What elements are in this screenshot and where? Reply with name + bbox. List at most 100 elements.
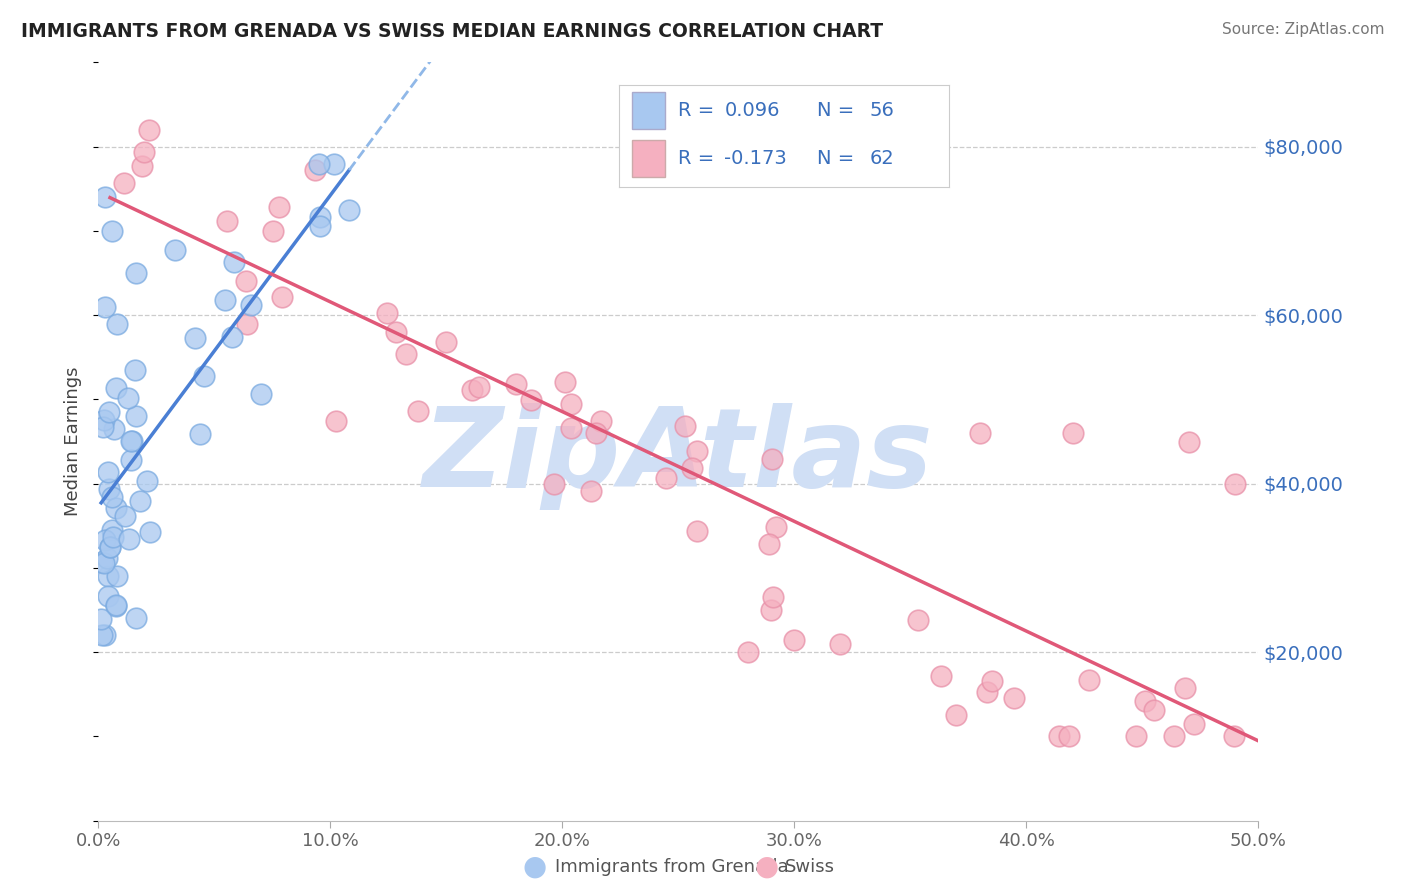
- Point: [96, 551, 118, 566]
- Point: [686, 443, 709, 458]
- Text: -0.173: -0.173: [724, 149, 787, 168]
- Text: Source: ZipAtlas.com: Source: ZipAtlas.com: [1222, 22, 1385, 37]
- Point: [101, 530, 124, 544]
- Point: [505, 376, 527, 391]
- Point: [121, 434, 143, 448]
- Point: [408, 404, 430, 418]
- Point: [589, 414, 612, 428]
- Point: [1223, 730, 1246, 744]
- Point: [554, 375, 576, 389]
- Point: [94, 300, 117, 314]
- Point: [761, 451, 783, 466]
- Point: [308, 156, 330, 170]
- Point: [560, 397, 582, 411]
- Point: [325, 414, 347, 428]
- Text: R =: R =: [678, 101, 714, 120]
- Point: [262, 224, 284, 238]
- Point: [468, 380, 491, 394]
- Bar: [631, 140, 665, 177]
- Point: [685, 524, 707, 538]
- Point: [270, 290, 292, 304]
- Text: IMMIGRANTS FROM GRENADA VS SWISS MEDIAN EARNINGS CORRELATION CHART: IMMIGRANTS FROM GRENADA VS SWISS MEDIAN …: [21, 22, 883, 41]
- Point: [725, 139, 748, 153]
- Point: [97, 569, 120, 583]
- Point: [114, 508, 136, 523]
- Point: [184, 331, 207, 345]
- Point: [1133, 694, 1156, 708]
- Point: [104, 599, 127, 614]
- Point: [93, 413, 115, 427]
- Point: [97, 465, 120, 479]
- Text: R =: R =: [678, 149, 714, 168]
- Point: [94, 628, 117, 642]
- Point: [120, 452, 142, 467]
- Point: [1182, 716, 1205, 731]
- Point: [104, 501, 127, 516]
- Text: ●: ●: [522, 853, 547, 881]
- Text: 0.096: 0.096: [724, 101, 780, 120]
- Point: [434, 335, 457, 350]
- Point: [98, 405, 121, 419]
- Point: [337, 203, 360, 218]
- Point: [1002, 690, 1025, 705]
- Point: [112, 177, 135, 191]
- Point: [765, 520, 787, 534]
- Point: [461, 383, 484, 397]
- Point: [980, 674, 1002, 689]
- Point: [124, 266, 146, 280]
- Point: [128, 494, 150, 508]
- Text: ZipAtlas: ZipAtlas: [423, 403, 934, 510]
- Point: [104, 380, 127, 394]
- Text: N =: N =: [817, 149, 853, 168]
- Text: 62: 62: [870, 149, 894, 168]
- Point: [103, 422, 125, 436]
- Point: [165, 243, 187, 257]
- Point: [90, 612, 112, 626]
- Point: [945, 707, 967, 722]
- Point: [193, 368, 215, 383]
- Point: [783, 632, 806, 647]
- Point: [214, 293, 236, 308]
- Point: [221, 330, 243, 344]
- Text: N =: N =: [817, 101, 853, 120]
- Text: Swiss: Swiss: [785, 858, 835, 876]
- Point: [90, 555, 112, 569]
- Point: [100, 523, 122, 537]
- Point: [139, 524, 162, 539]
- Point: [100, 491, 122, 505]
- Point: [1062, 426, 1084, 441]
- Point: [269, 200, 291, 214]
- Point: [105, 569, 128, 583]
- Point: [543, 476, 565, 491]
- Point: [138, 123, 160, 137]
- Point: [132, 145, 155, 159]
- Point: [681, 460, 703, 475]
- Point: [120, 434, 142, 449]
- Point: [90, 628, 112, 642]
- Point: [125, 611, 148, 625]
- Point: [236, 317, 259, 331]
- Point: [1057, 730, 1080, 744]
- Point: [1223, 476, 1247, 491]
- Point: [377, 306, 399, 320]
- Point: [1178, 434, 1201, 449]
- Point: [131, 159, 153, 173]
- Point: [907, 613, 929, 627]
- Text: 56: 56: [870, 101, 894, 120]
- Point: [1125, 730, 1147, 744]
- Point: [217, 214, 239, 228]
- Point: [308, 211, 330, 225]
- Point: [94, 190, 117, 204]
- Point: [98, 540, 121, 554]
- Point: [136, 474, 159, 488]
- Point: [105, 317, 128, 331]
- Point: [1163, 730, 1185, 744]
- Point: [520, 393, 543, 408]
- Point: [1047, 730, 1070, 744]
- Point: [585, 425, 607, 440]
- Point: [737, 645, 759, 659]
- Point: [240, 298, 263, 312]
- Point: [309, 219, 332, 234]
- Point: [125, 409, 148, 424]
- Point: [93, 557, 115, 571]
